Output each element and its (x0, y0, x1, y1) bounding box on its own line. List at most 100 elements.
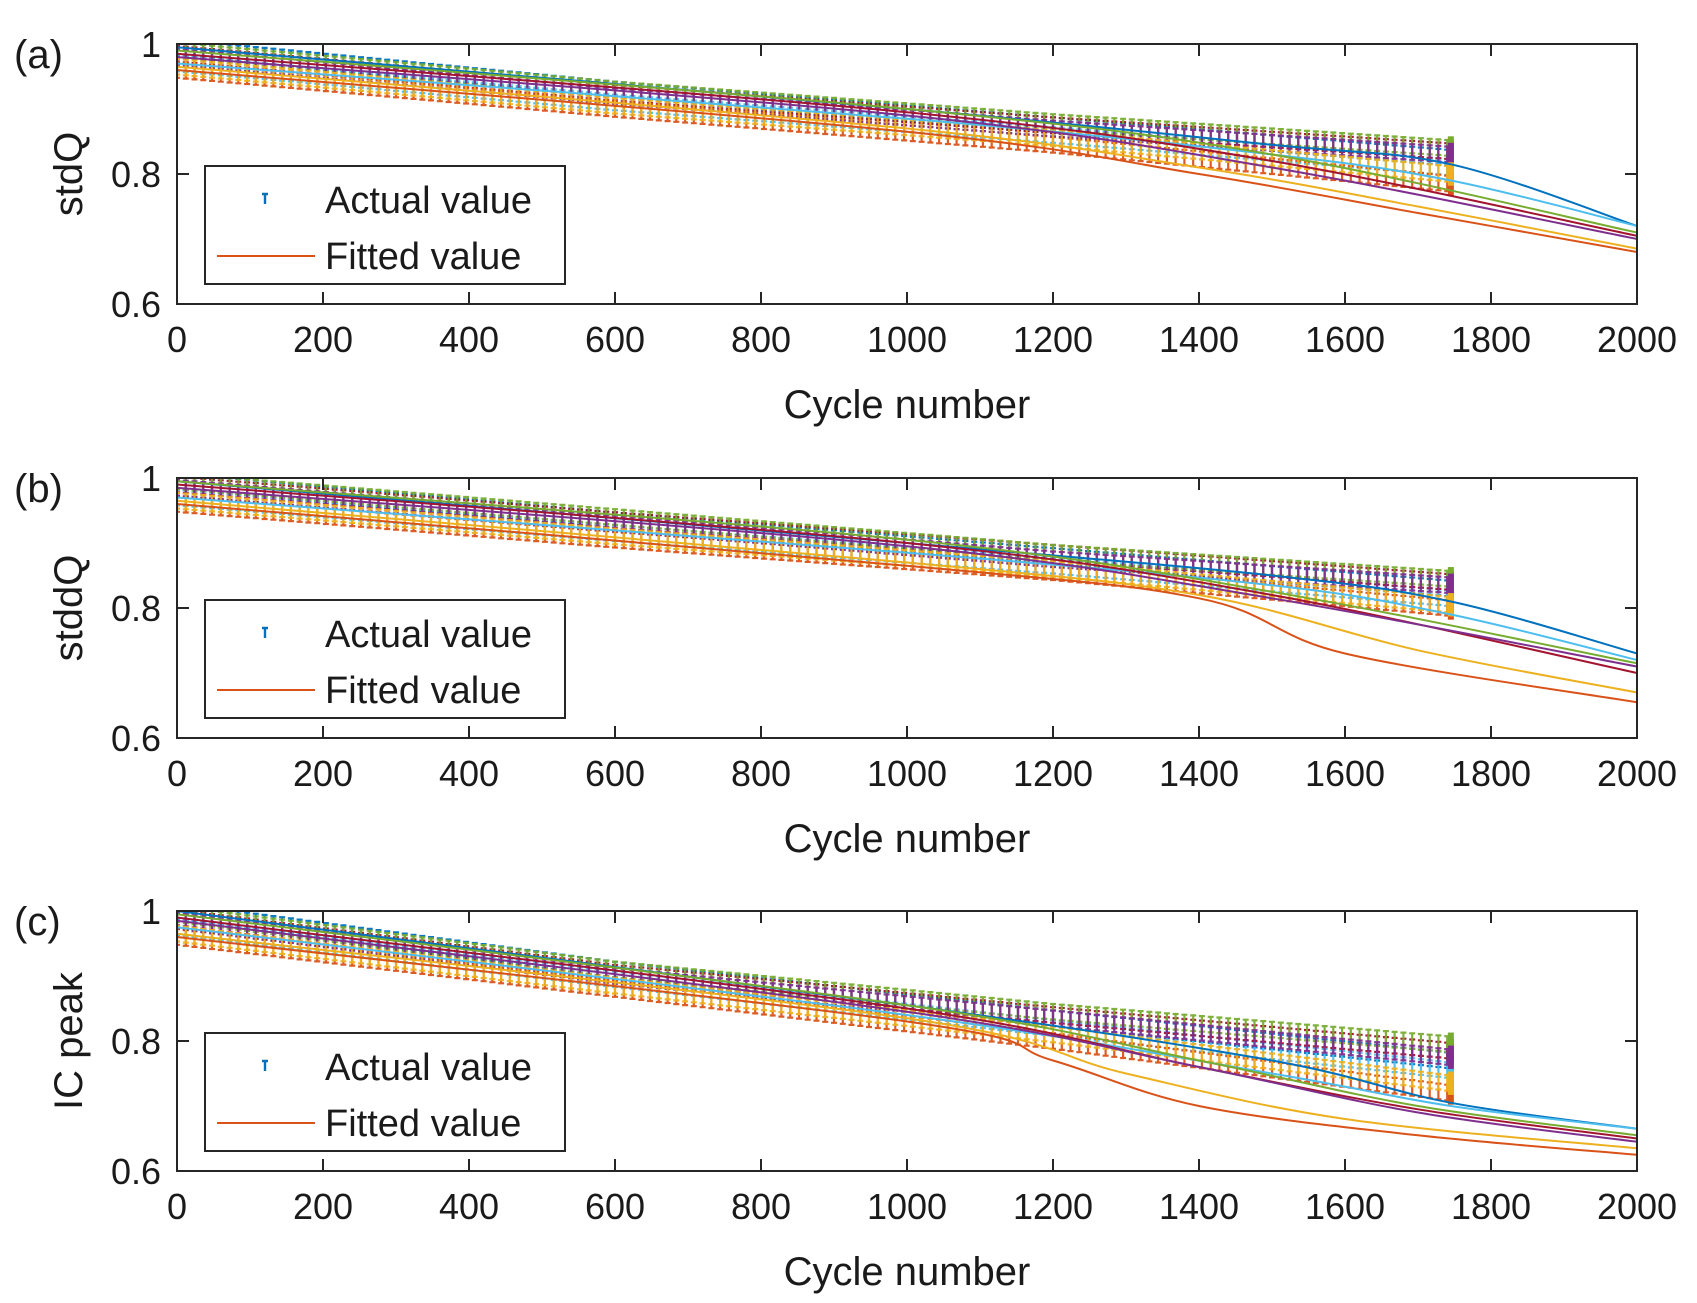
x-tick-label: 1600 (1305, 319, 1385, 360)
y-tick-label: 0.8 (111, 588, 161, 629)
legend-entry-label: Fitted value (325, 670, 521, 712)
legend-marker-icon (262, 626, 268, 638)
data-layer (177, 478, 1637, 704)
x-tick-label: 1400 (1159, 319, 1239, 360)
legend-marker-icon (262, 192, 268, 204)
actual-end-marker (1447, 593, 1454, 617)
data-layer (177, 44, 1637, 253)
x-axis: 0 200 400 600 800 1000 1200 1400 1600 1800 2000 (167, 44, 1677, 360)
fitted-line-fit-7 (177, 65, 1637, 250)
x-tick-label: 400 (439, 319, 499, 360)
fitted-line-fit-7 (177, 932, 1637, 1150)
x-tick-label: 2000 (1597, 753, 1677, 794)
x-tick-label: 2000 (1597, 319, 1677, 360)
y-axis-label: IC peak (47, 971, 91, 1110)
y-tick-label: 1 (141, 24, 161, 65)
x-tick-label: 0 (167, 753, 187, 794)
y-axis: 0.6 0.8 1 (111, 458, 1637, 759)
x-tick-label: 1000 (867, 1186, 947, 1227)
chart-panel-0: 0 200 400 600 800 1000 1200 1400 1600 1800 20000.6… (14, 24, 1677, 427)
x-tick-label: 2000 (1597, 1186, 1677, 1227)
x-tick-label: 400 (439, 1186, 499, 1227)
legend-box (204, 599, 566, 719)
x-tick-label: 200 (293, 1186, 353, 1227)
x-tick-label: 400 (439, 753, 499, 794)
chart-panel-1: 0 200 400 600 800 1000 1200 1400 1600 1800 20000.6… (14, 458, 1677, 861)
y-axis: 0.6 0.8 1 (111, 891, 1637, 1192)
chart-panel-2: 0 200 400 600 800 1000 1200 1400 1600 1800 20000.6… (14, 891, 1677, 1294)
x-tick-label: 200 (293, 319, 353, 360)
x-axis-label: Cycle number (784, 383, 1031, 427)
y-tick-label: 1 (141, 891, 161, 932)
x-tick-label: 0 (167, 1186, 187, 1227)
fitted-line-fit-4 (177, 49, 1637, 234)
y-tick-label: 0.6 (111, 718, 161, 759)
y-axis: 0.6 0.8 1 (111, 24, 1637, 325)
legend-entry-label: Fitted value (325, 236, 521, 278)
fitted-line-fit-4 (177, 480, 1637, 665)
legend-box (204, 1032, 566, 1152)
y-tick-label: 0.8 (111, 154, 161, 195)
fitted-line-fit-4 (177, 913, 1637, 1137)
x-tick-label: 0 (167, 319, 187, 360)
fitted-line-fit-7 (177, 499, 1637, 694)
x-tick-label: 1800 (1451, 319, 1531, 360)
legend-entry-label: Actual value (325, 614, 532, 656)
x-tick-label: 200 (293, 753, 353, 794)
legend-entry-label: Actual value (325, 1047, 532, 1089)
x-tick-label: 1200 (1013, 1186, 1093, 1227)
legend: Actual value Fitted value (204, 165, 566, 285)
actual-end-marker (1447, 1045, 1454, 1069)
fitted-line-fit-1 (177, 911, 1637, 1130)
x-tick-label: 1800 (1451, 753, 1531, 794)
data-layer (177, 911, 1637, 1156)
fitted-line-fit-6 (177, 919, 1637, 1143)
x-axis: 0 200 400 600 800 1000 1200 1400 1600 1800 2000 (167, 911, 1677, 1227)
x-tick-label: 600 (585, 319, 645, 360)
y-axis-label: stddQ (47, 555, 91, 662)
x-tick-label: 1800 (1451, 1186, 1531, 1227)
x-axis-label: Cycle number (784, 1250, 1031, 1294)
x-axis-label: Cycle number (784, 817, 1031, 861)
actual-end-marker (1447, 162, 1454, 186)
legend-entry-label: Fitted value (325, 1103, 521, 1145)
x-tick-label: 800 (731, 753, 791, 794)
x-tick-label: 1400 (1159, 753, 1239, 794)
fitted-line-fit-2 (177, 926, 1637, 1130)
actual-end-marker (1447, 573, 1454, 597)
legend: Actual value Fitted value (204, 599, 566, 719)
x-axis: 0 200 400 600 800 1000 1200 1400 1600 1800 2000 (167, 478, 1677, 794)
x-tick-label: 1200 (1013, 319, 1093, 360)
fitted-line-fit-3 (177, 52, 1637, 237)
x-tick-label: 1000 (867, 753, 947, 794)
x-tick-label: 1600 (1305, 753, 1385, 794)
fitted-line-fit-1 (177, 46, 1637, 227)
actual-end-marker (1447, 1032, 1454, 1056)
fitted-line-fit-6 (177, 56, 1637, 240)
fitted-line-fit-5 (177, 503, 1637, 704)
x-tick-label: 600 (585, 753, 645, 794)
y-tick-label: 0.6 (111, 1151, 161, 1192)
actual-end-marker (1447, 1071, 1454, 1095)
y-tick-label: 0.6 (111, 284, 161, 325)
panel-label: (b) (14, 467, 63, 511)
x-tick-label: 800 (731, 1186, 791, 1227)
fitted-line-fit-5 (177, 936, 1637, 1156)
actual-end-marker (1447, 1058, 1454, 1082)
fitted-line-fit-5 (177, 69, 1637, 253)
y-axis-label: stdQ (47, 132, 91, 216)
panel-label: (c) (14, 900, 61, 944)
x-tick-label: 1000 (867, 319, 947, 360)
actual-end-marker (1447, 142, 1454, 167)
y-tick-label: 0.8 (111, 1021, 161, 1062)
legend-entry-label: Actual value (325, 180, 532, 222)
fitted-line-fit-6 (177, 486, 1637, 668)
panel-label: (a) (14, 33, 63, 77)
y-tick-label: 1 (141, 458, 161, 499)
legend-box (204, 165, 566, 285)
legend: Actual value Fitted value (204, 1032, 566, 1152)
legend-marker-icon (262, 1059, 268, 1071)
x-tick-label: 1600 (1305, 1186, 1385, 1227)
x-tick-label: 1200 (1013, 753, 1093, 794)
